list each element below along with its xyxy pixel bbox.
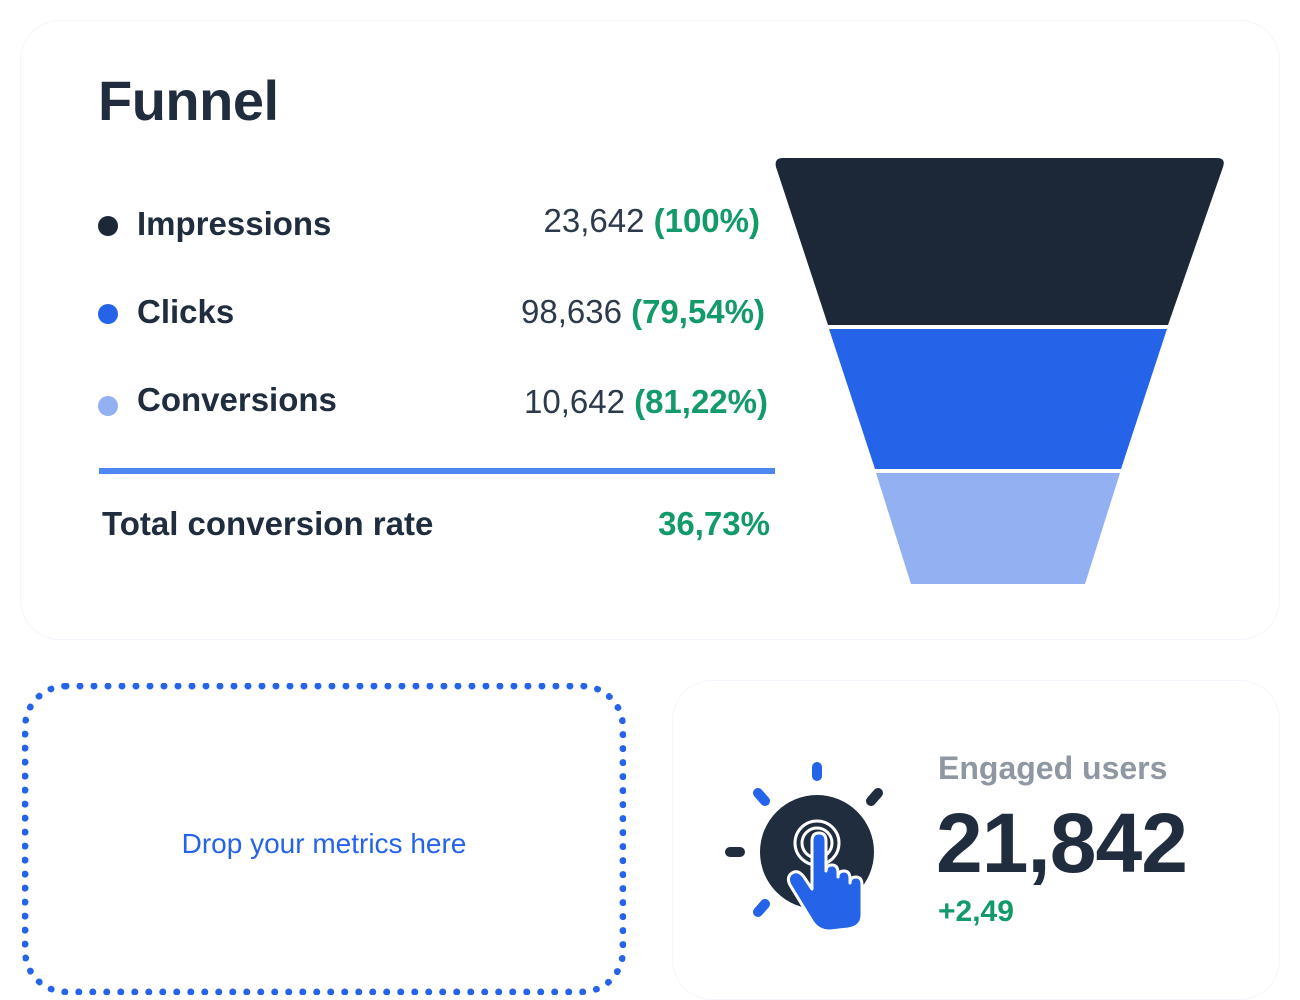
legend-value: 23,642 (100%) (543, 202, 761, 239)
legend-label: Clicks (137, 293, 235, 330)
conversions-dot-icon (98, 396, 118, 416)
funnel-divider (99, 468, 775, 474)
legend-row-impressions: Impressions 23,642 (100%) (98, 200, 770, 250)
engaged-users-label: Engaged users (938, 750, 1168, 786)
legend-value: 98,636 (79,54%) (520, 293, 765, 330)
funnel-segment-conversions (876, 473, 1120, 584)
tap-hand-icon (725, 762, 883, 933)
engaged-users-value: 21,842 (936, 796, 1188, 890)
legend-label: Conversions (137, 381, 337, 418)
funnel-segment-clicks (829, 329, 1167, 469)
legend-row-conversions: Conversions 10,642 (81,22%) (98, 378, 770, 428)
total-conversion-value: 36,73% (658, 505, 770, 542)
drop-zone-text: Drop your metrics here (181, 828, 467, 859)
funnel-chart (775, 158, 1224, 584)
legend-row-clicks: Clicks 98,636 (79,54%) (98, 290, 770, 340)
funnel-title: Funnel (98, 69, 279, 132)
total-conversion-label: Total conversion rate (102, 505, 434, 542)
legend-value: 10,642 (81,22%) (523, 383, 768, 420)
legend-label: Impressions (137, 205, 332, 242)
engaged-users-delta: +2,49 (938, 895, 1014, 928)
metrics-drop-zone[interactable]: Drop your metrics here (22, 683, 626, 995)
clicks-dot-icon (98, 304, 118, 324)
impressions-dot-icon (98, 216, 118, 236)
funnel-segment-impressions (775, 158, 1224, 325)
